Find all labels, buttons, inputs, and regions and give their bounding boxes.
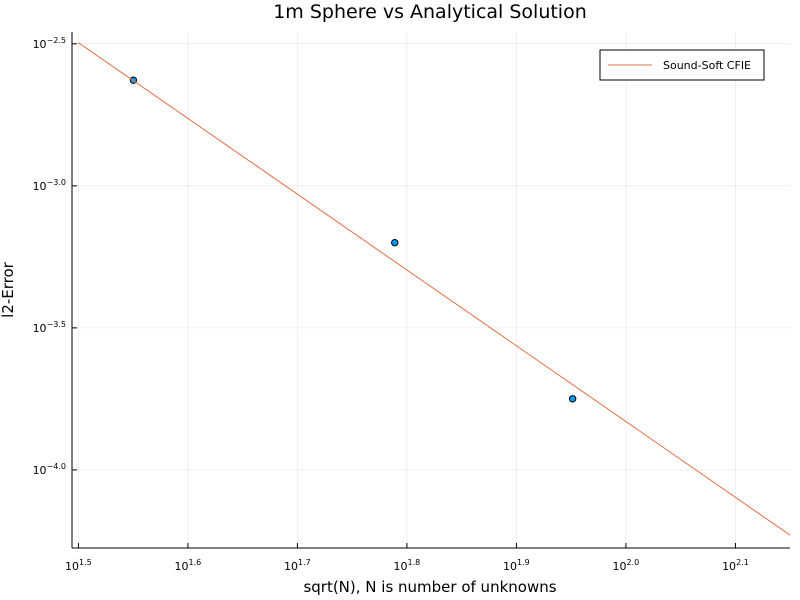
tick-labels: 101.5 101.6 101.7 101.8 101.9 102.0 102.1 10−2.… (33, 36, 749, 573)
y-tick-label: 10−3.5 (33, 320, 66, 335)
y-axis-label: l2-Error (0, 261, 17, 318)
x-axis-label: sqrt(N), N is number of unknowns (303, 578, 556, 596)
axes (71, 32, 790, 549)
x-tick-label: 101.7 (284, 558, 311, 573)
grid (72, 32, 790, 548)
series-line-sound-soft-cfie (78, 42, 791, 536)
x-tick-label: 101.9 (503, 558, 530, 573)
chart-title: 1m Sphere vs Analytical Solution (273, 1, 587, 23)
data-point (391, 238, 399, 247)
x-tick-label: 102.1 (722, 558, 749, 573)
y-tick-label: 10−2.5 (33, 36, 66, 51)
data-point (568, 395, 577, 403)
x-tick-label: 101.5 (65, 558, 92, 573)
x-tick-label: 101.6 (175, 558, 202, 573)
x-tick-label: 101.8 (394, 558, 421, 573)
x-tick-label: 102.0 (613, 558, 640, 573)
y-tick-label: 10−3.0 (33, 178, 66, 193)
series (78, 42, 791, 536)
legend: Sound-Soft CFIE (599, 49, 765, 81)
y-tick-label: 10−4.0 (33, 462, 66, 477)
legend-label-sound-soft-cfie: Sound-Soft CFIE (663, 59, 751, 72)
